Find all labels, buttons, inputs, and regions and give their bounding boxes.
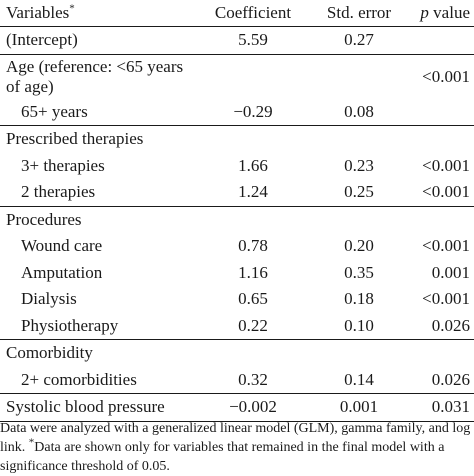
row-p-value <box>408 99 474 126</box>
row-p-value: 0.026 <box>431 315 470 335</box>
table-row: Physiotherapy 0.22 0.10 0.026 <box>0 313 474 340</box>
header-variables: Variables* <box>0 0 196 27</box>
regression-table: Variables* Coefficient Std. error p valu… <box>0 0 474 422</box>
row-p-value: 0.031 <box>408 393 474 422</box>
row-label: Wound care <box>21 236 103 256</box>
table-row: Systolic blood pressure −0.002 0.001 0.0… <box>0 393 474 422</box>
row-p-value: 0.001 <box>431 262 470 282</box>
row-p-value: <0.001 <box>422 155 470 175</box>
table-row: Prescribed therapies <box>0 125 474 153</box>
row-label: (Intercept) <box>6 30 78 50</box>
row-p-value <box>408 205 474 233</box>
row-coefficient: 0.65 <box>238 289 268 309</box>
row-coefficient: 0.78 <box>238 236 268 256</box>
row-std-error: 0.08 <box>344 101 374 121</box>
row-std-error: 0.23 <box>344 155 374 175</box>
row-label: Systolic blood pressure <box>0 393 196 422</box>
row-std-error: 0.27 <box>344 30 374 50</box>
header-p-letter: p <box>420 3 429 22</box>
row-label: Dialysis <box>21 289 77 309</box>
section-label: Comorbidity <box>0 339 196 367</box>
row-p-value: 0.026 <box>431 369 470 389</box>
table-row: (Intercept) 5.59 0.27 <box>0 27 474 55</box>
header-p-suffix: value <box>428 3 470 22</box>
row-coefficient <box>196 205 310 233</box>
table-row: 2 therapies 1.24 0.25 <0.001 <box>0 179 474 206</box>
row-label: 2+ comorbidities <box>21 369 137 389</box>
row-std-error: 0.35 <box>344 262 374 282</box>
section-label: Age (reference: <65 years of age) <box>0 53 196 99</box>
table-row: Amputation 1.16 0.35 0.001 <box>0 260 474 287</box>
row-std-error: 0.18 <box>344 289 374 309</box>
row-std-error: 0.25 <box>344 182 374 202</box>
row-coefficient <box>196 339 310 367</box>
table-row: Dialysis 0.65 0.18 <0.001 <box>0 286 474 313</box>
row-p-value <box>408 125 474 153</box>
header-p-value: p value <box>408 0 474 27</box>
section-label: Prescribed therapies <box>0 125 196 153</box>
row-coefficient: 1.24 <box>238 182 268 202</box>
row-coefficient <box>196 53 310 99</box>
row-coefficient: 5.59 <box>238 30 268 50</box>
row-p-value: <0.001 <box>422 289 470 309</box>
row-coefficient: 0.32 <box>238 369 268 389</box>
header-std-error: Std. error <box>310 0 408 27</box>
header-row: Variables* Coefficient Std. error p valu… <box>0 0 474 27</box>
header-variables-mark: * <box>69 2 75 15</box>
footnote-text-1: Data were analyzed with a generalized li… <box>0 421 471 455</box>
table-row: 2+ comorbidities 0.32 0.14 0.026 <box>0 367 474 394</box>
section-label: Procedures <box>0 205 196 233</box>
row-p-value <box>408 339 474 367</box>
row-std-error <box>310 205 408 233</box>
header-variables-label: Variables <box>6 3 70 22</box>
row-std-error <box>310 125 408 153</box>
footnote-text-2: Data are shown only for variables that r… <box>0 440 445 474</box>
row-label: Amputation <box>21 262 103 282</box>
table-row: Wound care 0.78 0.20 <0.001 <box>0 233 474 260</box>
row-std-error: 0.20 <box>344 236 374 256</box>
table-row: Age (reference: <65 years of age) <0.001 <box>0 53 474 99</box>
table-row: 3+ therapies 1.66 0.23 <0.001 <box>0 153 474 180</box>
row-label: 2 therapies <box>21 182 96 202</box>
table-row: Comorbidity <box>0 339 474 367</box>
row-p-value <box>408 27 474 55</box>
row-p-value: <0.001 <box>408 53 474 99</box>
row-coefficient: 1.16 <box>238 262 268 282</box>
footnote-mark: * <box>28 436 35 449</box>
header-coefficient: Coefficient <box>196 0 310 27</box>
row-coefficient: −0.29 <box>233 101 273 121</box>
row-label: 65+ years <box>21 101 88 121</box>
table-row: Procedures <box>0 205 474 233</box>
table-row: 65+ years −0.29 0.08 <box>0 99 474 126</box>
row-coefficient: 0.22 <box>238 315 268 335</box>
row-p-value: <0.001 <box>422 182 470 202</box>
row-label: 3+ therapies <box>21 155 105 175</box>
row-std-error: 0.10 <box>344 315 374 335</box>
row-std-error <box>310 53 408 99</box>
row-std-error: 0.14 <box>344 369 374 389</box>
row-coefficient: −0.002 <box>196 393 310 422</box>
row-std-error: 0.001 <box>310 393 408 422</box>
row-label: Physiotherapy <box>21 315 119 335</box>
row-coefficient: 1.66 <box>238 155 268 175</box>
row-coefficient <box>196 125 310 153</box>
row-std-error <box>310 339 408 367</box>
row-p-value: <0.001 <box>422 236 470 256</box>
table-footnote: Data were analyzed with a generalized li… <box>0 419 474 476</box>
